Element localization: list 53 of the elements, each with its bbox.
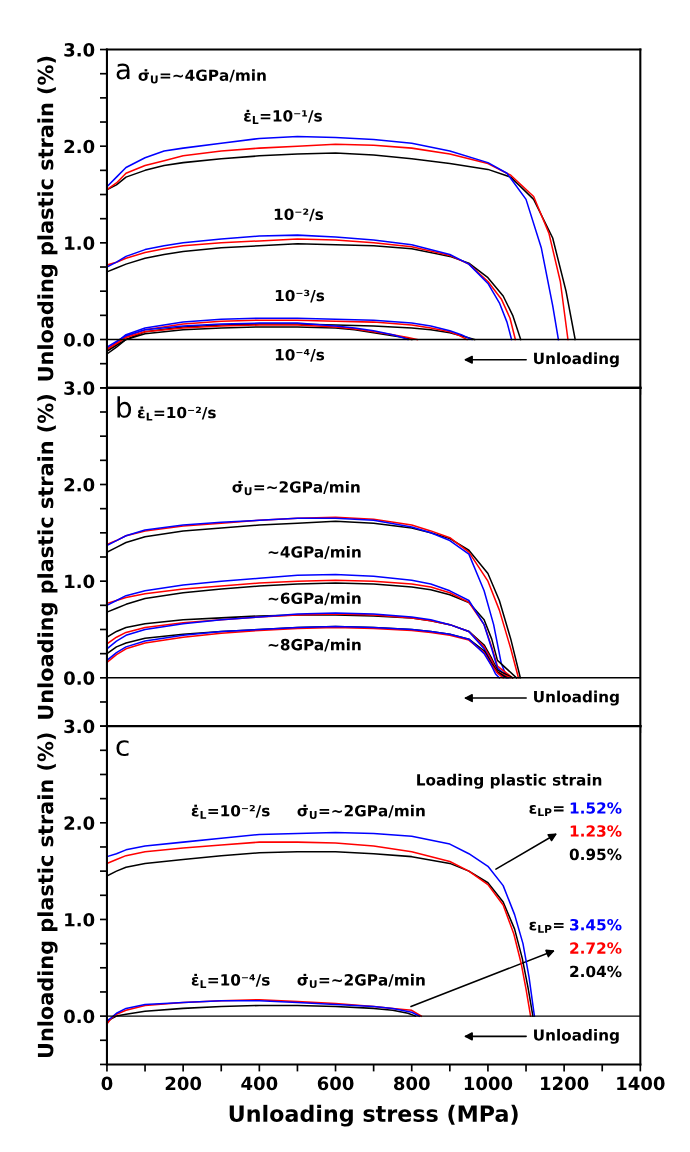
annotation: ~6GPa/min — [268, 592, 361, 606]
annotation: Unloading — [534, 352, 619, 368]
annotation: Unloading — [534, 1028, 619, 1044]
annotation: ε$_{LP}$= — [529, 805, 564, 817]
y-tick-label: 0.0 — [64, 332, 95, 347]
chart-title: a — [116, 63, 130, 80]
y-tick-label: 1.0 — [65, 236, 95, 250]
annotation: ε̇$_{L}$=10⁻²/s — [137, 406, 216, 421]
annotation: 2.72% — [570, 942, 622, 954]
x-tick-label: 1400 — [617, 1076, 665, 1091]
x-tick-label: 1200 — [541, 1076, 589, 1091]
annotation: σ̇$_{U}$=~2GPa/min — [297, 804, 425, 819]
annotation: 1.23% — [570, 825, 622, 837]
annotation: ε̇$_{L}$=10⁻⁴/s — [191, 973, 270, 988]
annotation: ~8GPa/min — [268, 638, 361, 652]
y-axis-title: Unloading plastic strain (%) — [37, 56, 58, 381]
annotation: Loading plastic strain — [417, 773, 602, 789]
y-tick-label: 2.0 — [64, 139, 95, 154]
x-tick-label: 600 — [317, 1076, 354, 1091]
annotation: ε̇$_{L}$=10⁻²/s — [191, 804, 270, 819]
y-tick-label: 2.0 — [64, 816, 95, 830]
chart-title: c — [116, 740, 129, 757]
x-axis-title: Unloading stress (MPa) — [229, 1104, 518, 1127]
annotation: 10⁻²/s — [274, 208, 324, 222]
x-tick-label: 1000 — [464, 1076, 513, 1091]
x-tick-label: 0 — [101, 1076, 113, 1091]
y-tick-label: 1.0 — [65, 912, 95, 927]
x-tick-label: 800 — [393, 1076, 430, 1091]
annotation: 3.45% — [570, 918, 622, 931]
annotation: Unloading — [534, 690, 619, 706]
y-tick-label: 3.0 — [64, 381, 95, 395]
annotation: 10⁻⁴/s — [275, 348, 325, 362]
annotation: 1.52% — [570, 802, 622, 814]
annotation: 10⁻³/s — [275, 289, 325, 303]
annotation: σ̇$_{U}$=~2GPa/min — [232, 480, 360, 496]
x-tick-label: 400 — [241, 1076, 278, 1091]
y-tick-label: 2.0 — [64, 477, 95, 492]
y-tick-label: 1.0 — [65, 574, 95, 589]
y-tick-label: 3.0 — [64, 719, 95, 734]
y-axis-title: Unloading plastic strain (%) — [37, 733, 58, 1058]
annotation: ε̇$_{L}$=10⁻¹/s — [244, 109, 322, 124]
chart-title: b — [117, 396, 132, 418]
annotation: σ̇$_{U}$=~2GPa/min — [297, 973, 425, 989]
y-axis-title: Unloading plastic strain (%) — [37, 395, 58, 719]
annotation: ~4GPa/min — [268, 545, 361, 559]
annotation: 2.04% — [570, 965, 622, 978]
y-tick-label: 3.0 — [64, 43, 95, 57]
annotation: 0.95% — [569, 848, 622, 861]
annotation: ε$_{LP}$= — [529, 921, 564, 933]
annotation: σ̇$_{U}$=~4GPa/min — [138, 69, 266, 84]
y-tick-label: 0.0 — [64, 1009, 95, 1024]
y-tick-label: 0.0 — [64, 671, 95, 685]
x-tick-label: 200 — [165, 1076, 202, 1091]
